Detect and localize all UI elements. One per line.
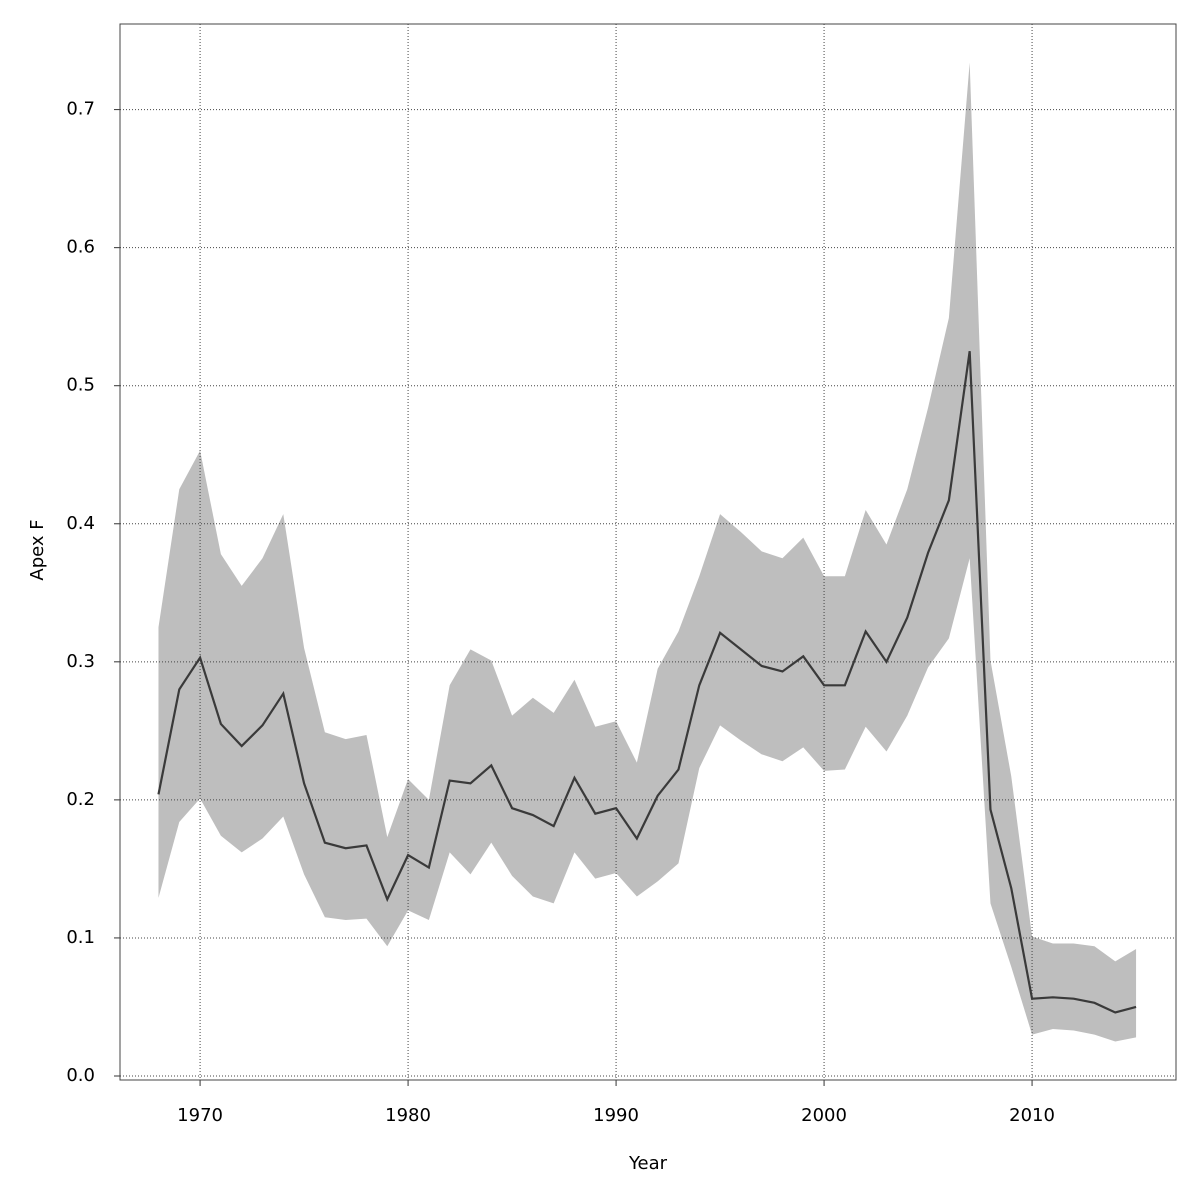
y-tick-label: 0.1 [66,927,95,948]
y-axis-label: Apex F [27,519,48,580]
x-tick-label: 2000 [801,1105,847,1126]
y-tick-label: 0.4 [66,513,95,534]
x-tick-label: 1990 [593,1105,639,1126]
x-tick-label: 1980 [385,1105,431,1126]
y-tick-label: 0.2 [66,789,95,810]
x-tick-label: 2010 [1009,1105,1055,1126]
y-tick-label: 0.5 [66,375,95,396]
y-tick-label: 0.6 [66,237,95,258]
y-tick-label: 0.7 [66,99,95,120]
plot-frame [119,23,1177,1081]
y-tick-label: 0.0 [66,1065,95,1086]
x-tick-label: 1970 [177,1105,223,1126]
line [157,351,1137,1014]
x-axis-label: Year [628,1153,668,1174]
confidence-band [158,62,1137,1042]
y-tick-label: 0.3 [66,651,95,672]
